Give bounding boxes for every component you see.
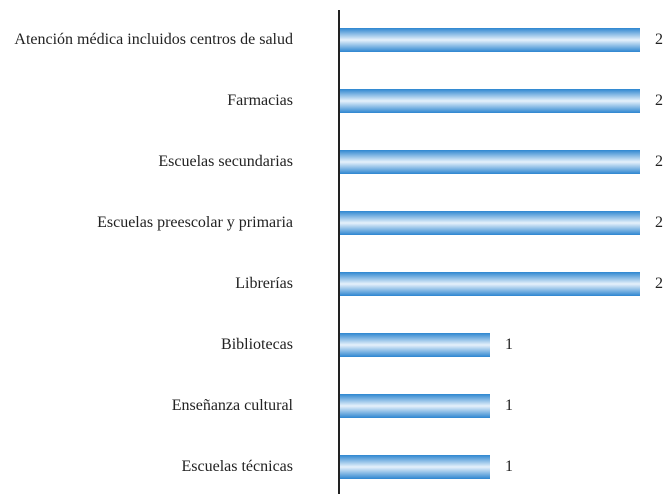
bar xyxy=(340,455,490,479)
category-label: Librerías xyxy=(235,275,293,292)
category-label: Farmacias xyxy=(227,92,293,109)
category-label: Bibliotecas xyxy=(221,336,293,353)
value-label: 2 xyxy=(655,214,663,231)
value-label: 2 xyxy=(655,275,663,292)
value-label: 2 xyxy=(655,153,663,170)
axis-line xyxy=(338,10,340,494)
category-label: Escuelas preescolar y primaria xyxy=(97,214,293,231)
category-label: Escuelas técnicas xyxy=(181,458,294,475)
bar xyxy=(340,28,640,52)
category-label: Atención médica incluidos centros de sal… xyxy=(14,31,293,48)
value-label: 1 xyxy=(505,458,513,475)
bar xyxy=(340,150,640,174)
value-label: 1 xyxy=(505,336,513,353)
bar xyxy=(340,272,640,296)
value-label: 2 xyxy=(655,92,663,109)
bar xyxy=(340,89,640,113)
bar xyxy=(340,333,490,357)
bar xyxy=(340,211,640,235)
category-label: Enseñanza cultural xyxy=(171,397,293,414)
value-label: 2 xyxy=(655,31,663,48)
value-label: 1 xyxy=(505,397,513,414)
category-label: Escuelas secundarias xyxy=(158,153,293,170)
bar xyxy=(340,394,490,418)
